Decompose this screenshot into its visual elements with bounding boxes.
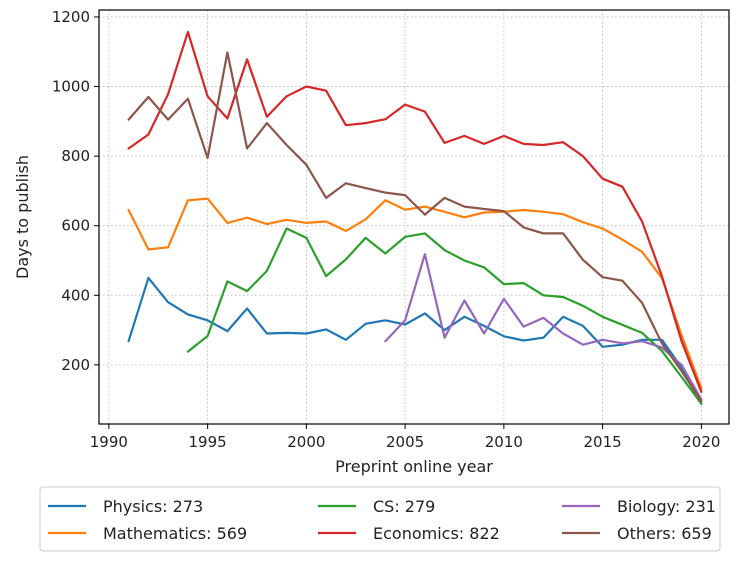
x-tick-label: 2015 — [584, 433, 622, 451]
legend-label-cs: CS: 279 — [373, 497, 435, 516]
axis-ticks: 1990 1995 2000 2005 2010 2015 2020 200 400 600 800… — [52, 8, 721, 451]
y-tick-label: 200 — [61, 356, 90, 374]
y-tick-label: 1200 — [52, 8, 90, 26]
legend: Physics: 273 Mathematics: 569 CS: 279 Econo… — [39, 486, 721, 552]
legend-label-others: Others: 659 — [617, 524, 712, 543]
y-tick-label: 800 — [61, 147, 90, 165]
series-line-cs — [186, 227, 703, 405]
legend-box — [39, 486, 721, 552]
series-line-mathematics — [127, 197, 703, 390]
legend-label-physics: Physics: 273 — [103, 497, 203, 516]
legend-label-biology: Biology: 231 — [617, 497, 716, 516]
x-tick-label: 1990 — [90, 433, 128, 451]
series-line-others — [127, 51, 703, 403]
y-tick-label: 600 — [61, 217, 90, 235]
x-tick-label: 2005 — [386, 433, 424, 451]
y-tick-label: 400 — [61, 286, 90, 304]
x-tick-label: 2010 — [485, 433, 523, 451]
x-tick-label: 1995 — [189, 433, 227, 451]
y-axis-title: Days to publish — [13, 155, 32, 279]
series-line-biology — [384, 253, 703, 401]
grid — [99, 10, 729, 424]
plot-frame — [98, 9, 730, 425]
x-tick-label: 2000 — [287, 433, 325, 451]
series-lines — [127, 30, 703, 405]
x-tick-label: 2020 — [682, 433, 720, 451]
y-tick-label: 1000 — [52, 78, 90, 96]
series-line-economics — [127, 30, 703, 394]
legend-label-mathematics: Mathematics: 569 — [103, 524, 247, 543]
legend-label-economics: Economics: 822 — [373, 524, 500, 543]
x-axis-title: Preprint online year — [335, 457, 493, 476]
series-line-physics — [127, 276, 703, 405]
